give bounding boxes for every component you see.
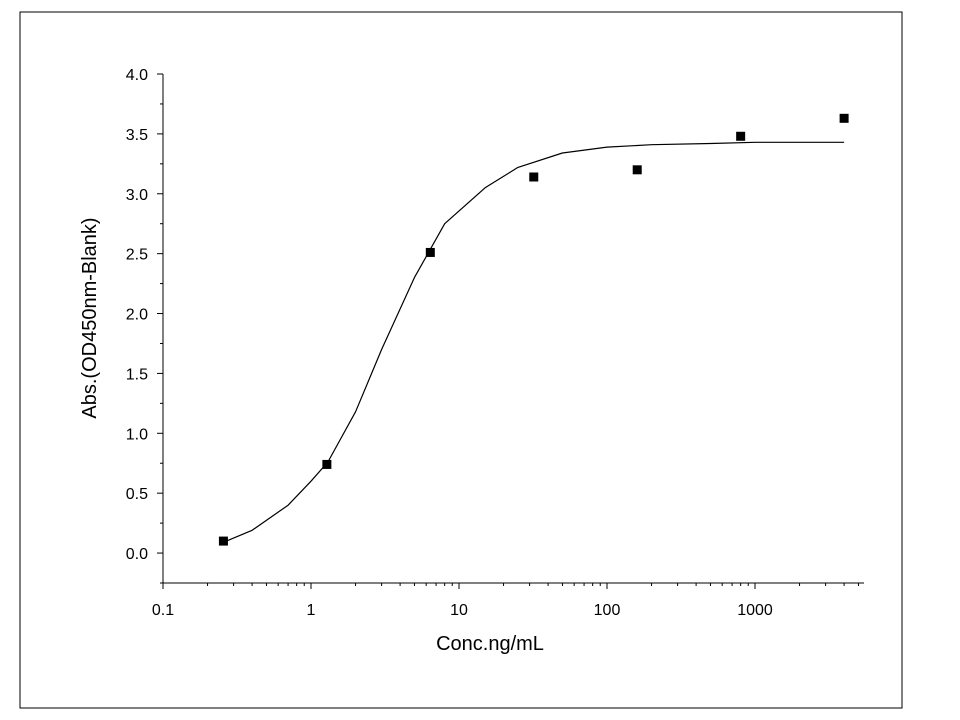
y-tick-label: 1.5 bbox=[126, 366, 148, 383]
y-tick-label: 2.5 bbox=[126, 247, 148, 264]
y-tick-label: 1.0 bbox=[126, 426, 148, 443]
y-tick-label: 4.0 bbox=[126, 67, 148, 84]
x-tick-label: 0.1 bbox=[152, 602, 174, 619]
data-point bbox=[839, 113, 849, 123]
x-tick-label: 100 bbox=[594, 602, 621, 619]
y-tick-label: 0.0 bbox=[126, 546, 148, 563]
data-point bbox=[736, 131, 746, 141]
data-point bbox=[632, 165, 642, 175]
y-tick-label: 3.5 bbox=[126, 127, 148, 144]
data-point bbox=[529, 172, 539, 182]
x-tick-label: 1 bbox=[307, 602, 316, 619]
x-tick-label: 1000 bbox=[737, 602, 773, 619]
x-tick-label: 10 bbox=[450, 602, 468, 619]
fit-curve bbox=[223, 141, 845, 543]
y-axis-title: Abs.(OD450nm-Blank) bbox=[79, 217, 101, 418]
y-tick-label: 3.0 bbox=[126, 187, 148, 204]
fit-curve-layer bbox=[223, 141, 845, 543]
points-layer bbox=[218, 113, 849, 546]
y-tick-label: 2.0 bbox=[126, 307, 148, 324]
x-axis-title: Conc.ng/mL bbox=[436, 633, 544, 655]
x-ticks: 0.1 1 10 100 1000 bbox=[152, 583, 859, 619]
data-point bbox=[425, 247, 435, 257]
data-point bbox=[218, 536, 228, 546]
y-tick-label: 0.5 bbox=[126, 486, 148, 503]
figure-frame bbox=[19, 11, 903, 709]
plot-area: 0.1 1 10 100 1000 0.0 0.5 1.0 1.5 2.0 2.5 3.0 3.5 4.… bbox=[126, 67, 864, 619]
y-ticks: 0.0 0.5 1.0 1.5 2.0 2.5 3.0 3.5 4.0 bbox=[126, 67, 163, 584]
data-point bbox=[322, 459, 332, 469]
